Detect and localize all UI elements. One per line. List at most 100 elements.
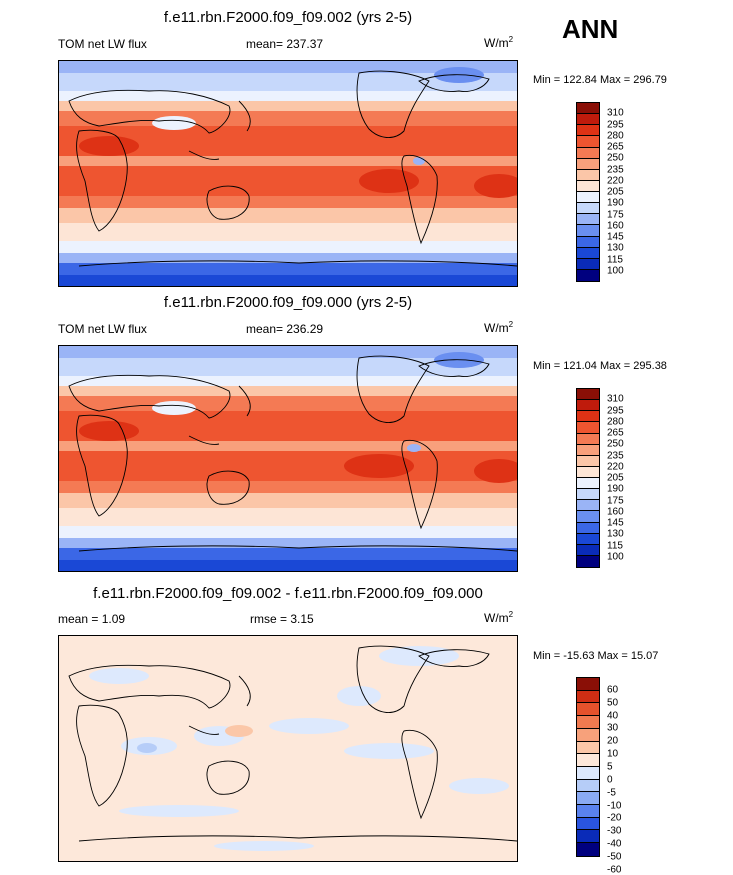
colorbar-tick-label: 60	[607, 684, 619, 696]
colorbar-swatch	[577, 478, 599, 490]
colorbar-tick-label: 115	[607, 254, 623, 265]
colorbar-tick-label: 280	[607, 130, 624, 142]
min-max-label: Min = -15.63 Max = 15.07	[533, 650, 659, 662]
colorbar-swatch	[577, 192, 599, 204]
colorbar-tick-label: -40	[607, 838, 622, 850]
colorbar-tick-label: 100	[607, 265, 624, 277]
colorbar-swatch	[577, 422, 599, 434]
units-label: W/m2	[484, 35, 514, 50]
colorbar-tick-label: 220	[607, 175, 624, 187]
colorbar-swatch	[577, 180, 599, 192]
colorbar-swatch	[577, 741, 599, 755]
colorbar-swatch	[577, 716, 599, 729]
colorbar-tick-label: 175	[607, 495, 624, 506]
colorbar-swatch	[577, 400, 599, 412]
colorbar-tick-label: 265	[607, 427, 624, 439]
colorbar-swatch	[577, 728, 599, 742]
colorbar-tick-label: 250	[607, 152, 624, 164]
colorbar	[576, 677, 600, 857]
colorbar	[576, 388, 600, 568]
map-model-002	[58, 60, 518, 287]
colorbar-tick-label: 145	[607, 231, 624, 243]
colorbar-tick-label: 235	[607, 450, 624, 461]
colorbar-swatch	[577, 258, 599, 270]
colorbar-swatch	[577, 533, 599, 545]
colorbar-tick-label: 5	[607, 761, 613, 773]
colorbar-tick-label: 220	[607, 461, 624, 473]
colorbar-swatch	[577, 544, 599, 556]
colorbar-swatch	[577, 690, 599, 704]
colorbar-swatch	[577, 843, 599, 856]
colorbar-swatch	[577, 511, 599, 523]
colorbar-tick-label: -20	[607, 812, 622, 824]
colorbar-tick-label: -60	[607, 864, 622, 875]
colorbar-tick-label: 40	[607, 710, 619, 722]
colorbar-swatch	[577, 466, 599, 478]
colorbar-tick-label: 20	[607, 735, 619, 747]
map-model-000	[58, 345, 518, 572]
colorbar-tick-label: -30	[607, 825, 622, 837]
colorbar-swatch	[577, 433, 599, 445]
colorbar-tick-label: 295	[607, 405, 624, 416]
colorbar-tick-label: 115	[607, 540, 623, 551]
panel-title: f.e11.rbn.F2000.f09_f09.002 (yrs 2-5)	[163, 9, 413, 26]
colorbar-swatch	[577, 103, 599, 115]
colorbar-swatch	[577, 158, 599, 170]
colorbar-tick-label: 280	[607, 416, 624, 428]
colorbar-tick-label: 130	[607, 528, 624, 540]
colorbar-tick-label: 205	[607, 472, 624, 484]
colorbar-tick-label: 310	[607, 393, 624, 405]
colorbar-tick-label: 250	[607, 438, 624, 450]
colorbar-swatch	[577, 269, 599, 281]
colorbar-tick-label: 10	[607, 748, 619, 760]
colorbar-swatch	[577, 236, 599, 248]
colorbar-swatch	[577, 766, 599, 780]
colorbar-swatch	[577, 522, 599, 534]
colorbar-swatch	[577, 147, 599, 159]
min-max-label: Min = 121.04 Max = 295.38	[533, 360, 667, 372]
colorbar-tick-label: -50	[607, 851, 622, 863]
season-label: ANN	[562, 14, 619, 44]
colorbar-tick-label: -5	[607, 787, 616, 799]
colorbar-tick-label: 205	[607, 186, 624, 198]
colorbar-swatch	[577, 500, 599, 512]
mean-label: mean = 1.09	[58, 612, 126, 626]
colorbar-swatch	[577, 555, 599, 567]
colorbar-swatch	[577, 169, 599, 181]
colorbar-swatch	[577, 203, 599, 215]
colorbar-swatch	[577, 830, 599, 844]
colorbar-swatch	[577, 389, 599, 401]
colorbar-swatch	[577, 125, 599, 137]
colorbar-tick-label: 235	[607, 164, 624, 175]
colorbar-tick-label: 295	[607, 119, 624, 130]
colorbar-swatch	[577, 779, 599, 793]
colorbar-tick-label: -10	[607, 800, 622, 812]
colorbar-tick-label: 130	[607, 242, 624, 254]
colorbar-swatch	[577, 225, 599, 237]
colorbar-tick-label: 50	[607, 697, 619, 709]
colorbar	[576, 102, 600, 282]
mean-label: mean= 237.37	[246, 37, 324, 51]
colorbar-swatch	[577, 754, 599, 767]
colorbar-swatch	[577, 817, 599, 831]
colorbar-swatch	[577, 136, 599, 148]
mean-label: mean= 236.29	[246, 322, 324, 336]
colorbar-swatch	[577, 489, 599, 501]
colorbar-swatch	[577, 678, 599, 691]
colorbar-swatch	[577, 455, 599, 467]
colorbar-tick-label: 265	[607, 141, 624, 153]
panel-title: f.e11.rbn.F2000.f09_f09.000 (yrs 2-5)	[163, 294, 413, 311]
min-max-label: Min = 122.84 Max = 296.79	[533, 74, 667, 86]
colorbar-swatch	[577, 214, 599, 226]
colorbar-swatch	[577, 444, 599, 456]
units-label: W/m2	[484, 610, 514, 625]
colorbar-swatch	[577, 805, 599, 818]
colorbar-swatch	[577, 247, 599, 259]
colorbar-tick-label: 145	[607, 517, 624, 529]
rmse-label: rmse = 3.15	[250, 612, 314, 626]
variable-label: TOM net LW flux	[58, 37, 147, 51]
colorbar-tick-label: 190	[607, 197, 624, 209]
colorbar-tick-label: 160	[607, 220, 624, 232]
colorbar-tick-label: 0	[607, 774, 613, 786]
colorbar-swatch	[577, 703, 599, 717]
